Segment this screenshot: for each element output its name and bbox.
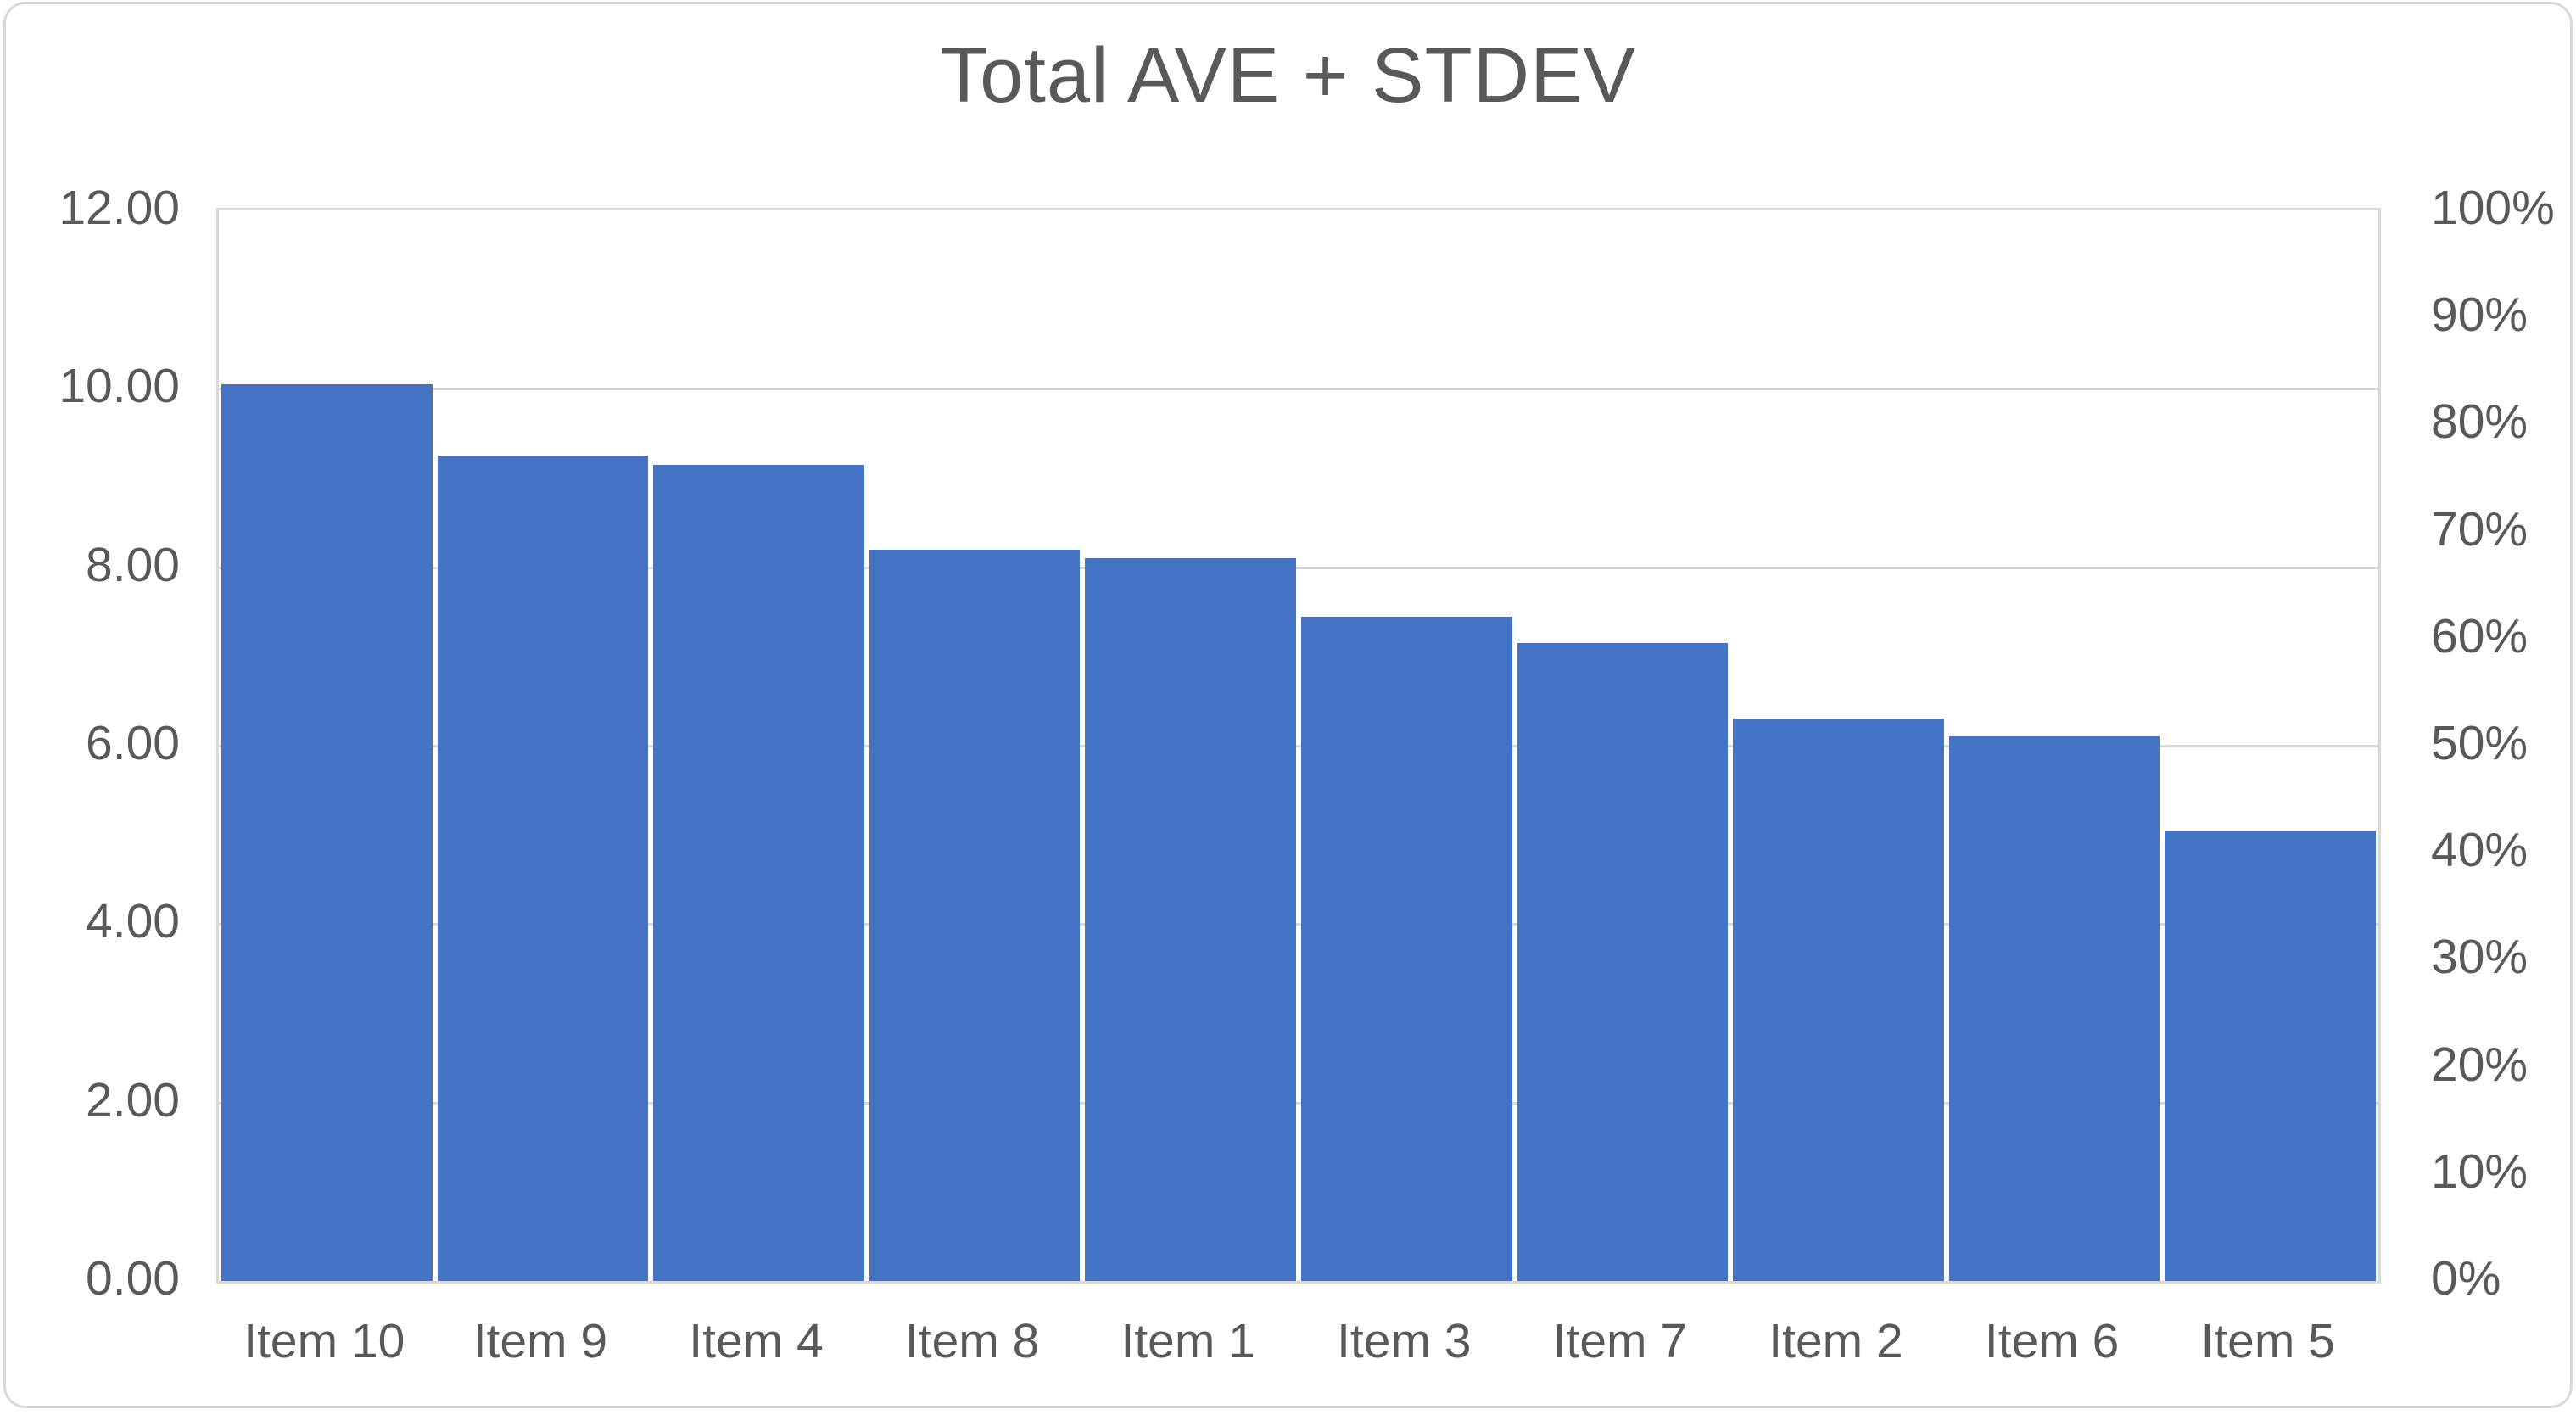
bar-item-4 <box>653 464 864 1281</box>
gridline-8 <box>219 566 2378 569</box>
x-axis-label-item-8: Item 8 <box>904 1314 1040 1368</box>
right-axis-tick-50%: 50% <box>2431 716 2529 770</box>
right-axis-tick-90%: 90% <box>2431 288 2529 343</box>
left-axis-tick-12.00: 12.00 <box>59 181 180 235</box>
gridline-4 <box>219 923 2378 926</box>
x-axis-label-item-1: Item 1 <box>1120 1314 1255 1368</box>
left-axis-tick-6.00: 6.00 <box>86 716 180 770</box>
gridline-10 <box>219 388 2378 391</box>
x-axis-label-item-2: Item 2 <box>1769 1314 1903 1368</box>
x-axis-label-item-10: Item 10 <box>243 1314 405 1368</box>
right-axis-tick-60%: 60% <box>2431 608 2529 663</box>
right-axis-tick-20%: 20% <box>2431 1037 2529 1092</box>
left-axis-tick-10.00: 10.00 <box>59 359 180 414</box>
right-axis-tick-0%: 0% <box>2431 1251 2501 1306</box>
left-axis-tick-8.00: 8.00 <box>86 537 180 592</box>
left-axis-tick-2.00: 2.00 <box>86 1072 180 1127</box>
right-axis-tick-100%: 100% <box>2431 181 2555 235</box>
bar-item-9 <box>437 456 649 1281</box>
right-axis-tick-10%: 10% <box>2431 1144 2529 1199</box>
x-axis-label-item-4: Item 4 <box>689 1314 824 1368</box>
left-axis-tick-4.00: 4.00 <box>86 894 180 949</box>
bar-item-10 <box>221 384 433 1281</box>
right-axis-tick-40%: 40% <box>2431 823 2529 878</box>
plot-area <box>216 208 2381 1284</box>
bar-item-2 <box>1733 719 1944 1281</box>
gridline-2 <box>219 1101 2378 1105</box>
x-axis-label-item-7: Item 7 <box>1552 1314 1688 1368</box>
bar-item-1 <box>1085 558 1296 1281</box>
bar-item-7 <box>1517 643 1729 1281</box>
bar-item-5 <box>2165 830 2376 1281</box>
x-axis-label-item-6: Item 6 <box>1984 1314 2120 1368</box>
chart-title: Total AVE + STDEV <box>940 32 1636 119</box>
right-axis-tick-30%: 30% <box>2431 930 2529 985</box>
right-axis-tick-70%: 70% <box>2431 501 2529 556</box>
right-axis-tick-80%: 80% <box>2431 394 2529 450</box>
x-axis-label-item-3: Item 3 <box>1337 1314 1472 1368</box>
bar-item-3 <box>1301 616 1512 1281</box>
x-axis-label-item-5: Item 5 <box>2200 1314 2335 1368</box>
bar-item-8 <box>869 549 1081 1281</box>
x-axis-label-item-9: Item 9 <box>472 1314 608 1368</box>
left-axis-tick-0.00: 0.00 <box>86 1251 180 1306</box>
bar-item-6 <box>1948 736 2160 1281</box>
gridline-6 <box>219 745 2378 747</box>
